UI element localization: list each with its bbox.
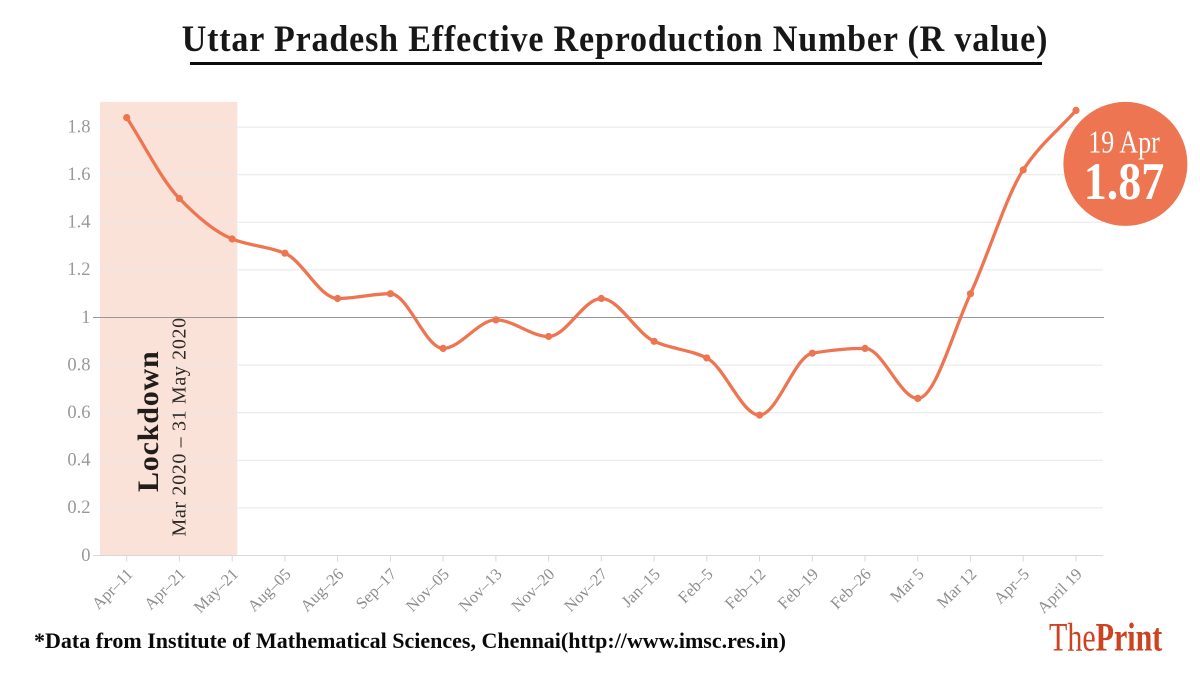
svg-text:Nov–27: Nov–27: [560, 564, 611, 615]
svg-text:0: 0: [81, 546, 90, 566]
svg-text:Apr–5: Apr–5: [990, 564, 1033, 607]
svg-text:19 Apr: 19 Apr: [1088, 125, 1160, 160]
svg-text:Jan–15: Jan–15: [617, 564, 663, 610]
svg-text:Nov–13: Nov–13: [455, 564, 506, 615]
svg-text:Mar 5: Mar 5: [886, 564, 928, 606]
svg-text:Feb–12: Feb–12: [721, 564, 769, 612]
svg-text:May–21: May–21: [190, 564, 242, 616]
svg-text:Lockdown: Lockdown: [132, 351, 165, 492]
svg-text:1.4: 1.4: [67, 213, 90, 233]
svg-text:Aug–05: Aug–05: [244, 564, 295, 615]
svg-text:0.2: 0.2: [67, 498, 90, 518]
svg-text:0.6: 0.6: [67, 403, 90, 423]
svg-text:Mar 12: Mar 12: [933, 564, 980, 611]
svg-text:Sep–17: Sep–17: [352, 564, 400, 612]
svg-text:Mar 2020 – 31 May 2020: Mar 2020 – 31 May 2020: [169, 317, 191, 536]
svg-text:1.87: 1.87: [1084, 152, 1164, 211]
svg-text:Apr–21: Apr–21: [140, 564, 189, 613]
svg-text:Nov–05: Nov–05: [402, 564, 453, 615]
svg-text:Apr–11: Apr–11: [88, 564, 137, 613]
svg-text:0.4: 0.4: [67, 451, 90, 471]
svg-text:1.8: 1.8: [67, 117, 90, 137]
svg-text:Feb–19: Feb–19: [774, 564, 822, 612]
svg-text:Aug–26: Aug–26: [296, 564, 347, 615]
svg-text:0.8: 0.8: [67, 355, 90, 375]
svg-text:1.2: 1.2: [67, 260, 90, 280]
svg-text:Nov–20: Nov–20: [507, 564, 558, 615]
svg-text:April 19: April 19: [1033, 564, 1086, 617]
svg-text:Feb–26: Feb–26: [826, 564, 874, 612]
svg-text:1: 1: [81, 308, 90, 328]
svg-text:1.6: 1.6: [67, 165, 90, 185]
svg-text:Feb–5: Feb–5: [674, 564, 717, 607]
